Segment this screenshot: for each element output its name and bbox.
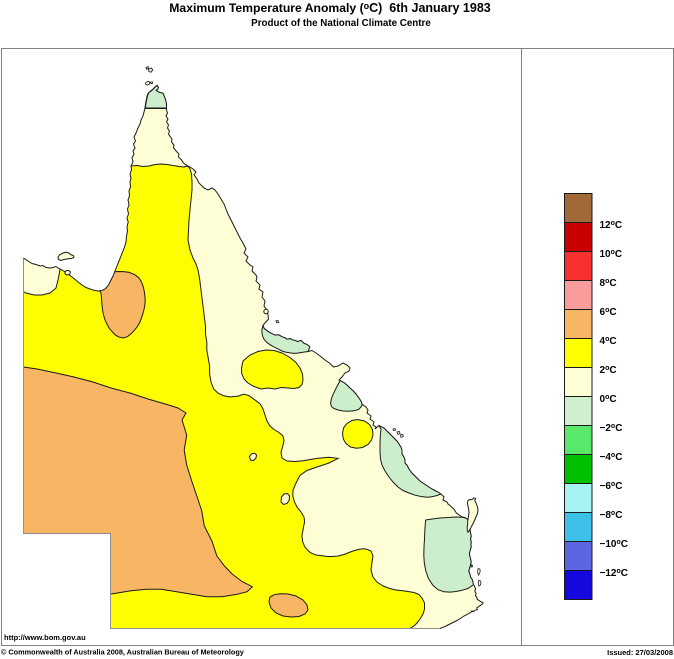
- svg-text:Maximum Temperature Anomaly (o: Maximum Temperature Anomaly (oC) 6th Jan…: [169, 1, 491, 15]
- svg-text:0oC: 0oC: [600, 394, 617, 405]
- svg-text:http://www.bom.gov.au: http://www.bom.gov.au: [4, 633, 86, 642]
- svg-text:Product of the National Climat: Product of the National Climate Centre: [251, 18, 431, 29]
- svg-text:4oC: 4oC: [600, 336, 617, 347]
- svg-text:−10oC: −10oC: [600, 539, 628, 550]
- svg-text:6oC: 6oC: [600, 307, 617, 318]
- svg-text:−4oC: −4oC: [600, 452, 623, 463]
- svg-text:8oC: 8oC: [600, 278, 617, 289]
- svg-text:12oC: 12oC: [600, 220, 623, 231]
- svg-text:2oC: 2oC: [600, 365, 617, 376]
- svg-text:Issued: 27/03/2008: Issued: 27/03/2008: [607, 648, 673, 657]
- svg-text:10oC: 10oC: [600, 249, 623, 260]
- svg-text:−12oC: −12oC: [600, 568, 628, 579]
- svg-text:© Commonwealth of Australia 20: © Commonwealth of Australia 2008, Austra…: [1, 648, 245, 657]
- svg-text:−6oC: −6oC: [600, 481, 623, 492]
- svg-text:−8oC: −8oC: [600, 510, 623, 521]
- svg-text:−2oC: −2oC: [600, 423, 623, 434]
